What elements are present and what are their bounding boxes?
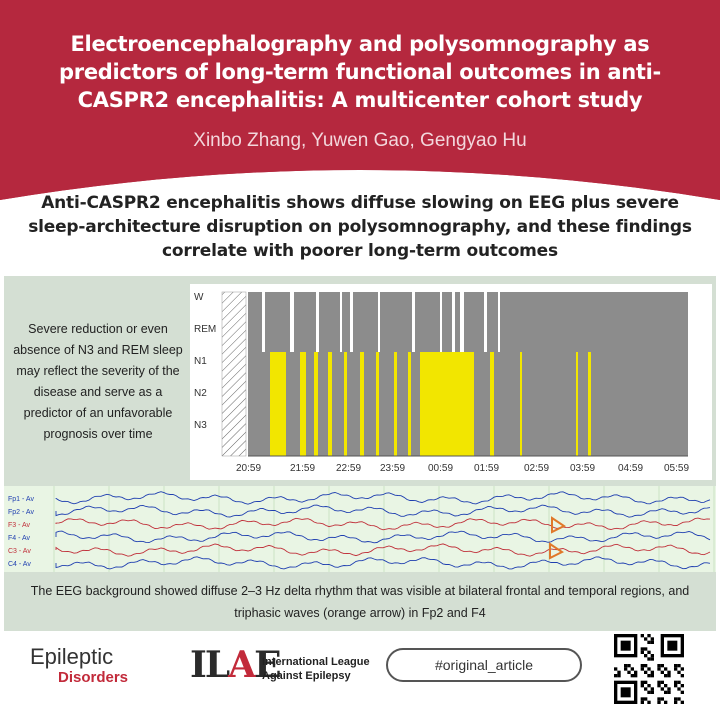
wake-gap xyxy=(316,292,319,352)
time-label: 00:59 xyxy=(428,463,453,474)
time-label: 04:59 xyxy=(618,463,643,474)
article-authors: Xinbo Zhang, Yuwen Gao, Gengyao Hu xyxy=(193,130,527,151)
n1-segment xyxy=(520,352,522,456)
n1-segment xyxy=(376,352,379,456)
time-label: 03:59 xyxy=(570,463,595,474)
wake-gap xyxy=(452,292,455,352)
n1-segment xyxy=(300,352,306,456)
eeg-channel-label: C3 - Av xyxy=(8,548,31,555)
time-label: 23:59 xyxy=(380,463,405,474)
n1-segment xyxy=(344,352,347,456)
eeg-trace xyxy=(55,556,711,570)
time-label: 21:59 xyxy=(290,463,315,474)
stage-label: W xyxy=(194,292,204,303)
n1-segment xyxy=(314,352,318,456)
n1-segment xyxy=(576,352,578,456)
hatched-region xyxy=(221,291,247,457)
wake-gap xyxy=(440,292,442,352)
stage-label: N1 xyxy=(194,356,207,367)
eeg-channel-label: Fp1 - Av xyxy=(8,496,34,503)
hashtag-text: #original_article xyxy=(434,657,534,673)
hypnogram-figure: W REM N1 N2 N3 20:59 21:59 22:59 23:59 00:59 01:5… xyxy=(190,284,712,480)
n1-segment xyxy=(420,352,474,456)
eeg-trace xyxy=(55,517,711,531)
sleep-note: Severe reduction or even absence of N3 a… xyxy=(10,284,186,480)
eeg-caption: The EEG background showed diffuse 2–3 Hz… xyxy=(30,584,690,620)
ilae-line2: Against Epilepsy xyxy=(262,670,351,682)
article-title: Electroencephalography and polysomnograp… xyxy=(59,32,661,112)
n1-segment xyxy=(408,352,411,456)
wake-gap xyxy=(412,292,415,352)
stage-label: N3 xyxy=(194,420,207,431)
key-finding: Anti-CASPR2 encephalitis shows diffuse s… xyxy=(28,193,692,261)
eeg-channel-label: F3 - Av xyxy=(8,522,31,529)
eeg-trace xyxy=(55,543,711,557)
n1-segment xyxy=(270,352,286,456)
eeg-trace xyxy=(55,491,711,505)
eeg-trace xyxy=(55,530,711,544)
wake-gap xyxy=(262,292,265,352)
ilae-logo: ILAE International League Against Epilep… xyxy=(190,643,380,691)
ilae-line1: International League xyxy=(262,656,370,668)
stage-label: REM xyxy=(194,324,216,335)
eeg-channel-label: F4 - Av xyxy=(8,535,31,542)
triphasic-arrow-f4 xyxy=(549,542,564,560)
time-label: 01:59 xyxy=(474,463,499,474)
n1-segment xyxy=(328,352,332,456)
n1-segment xyxy=(588,352,591,456)
wake-gap xyxy=(340,292,342,352)
header-curve xyxy=(0,160,720,220)
time-label: 20:59 xyxy=(236,463,261,474)
eeg-channel-label: C4 - Av xyxy=(8,561,31,568)
n1-segment xyxy=(394,352,397,456)
epileptic-disorders-logo: Epileptic Disorders xyxy=(30,645,128,687)
eeg-trace xyxy=(55,504,711,518)
wake-gap xyxy=(484,292,487,352)
eeg-trace-figure: Fp1 - Av Fp2 - Av F3 - Av F4 - Av C3 - Av C4 … xyxy=(4,486,716,572)
time-label: 05:59 xyxy=(664,463,689,474)
journal-name-bottom: Disorders xyxy=(58,669,129,686)
hashtag-badge[interactable]: #original_article xyxy=(386,648,582,682)
eeg-channel-label: Fp2 - Av xyxy=(8,509,34,516)
triphasic-arrow-fp2 xyxy=(551,516,566,534)
n1-segment xyxy=(360,352,364,456)
time-label: 02:59 xyxy=(524,463,549,474)
n1-segment xyxy=(490,352,494,456)
wake-gap xyxy=(378,292,380,352)
wake-gap xyxy=(350,292,353,352)
time-label: 22:59 xyxy=(336,463,361,474)
ilae-mark-icon: ILAE xyxy=(190,644,282,686)
wake-gap xyxy=(460,292,464,352)
wake-gap xyxy=(498,292,500,352)
stage-label: N2 xyxy=(194,388,207,399)
sleep-note-text: Severe reduction or even absence of N3 a… xyxy=(13,322,183,441)
journal-name-top: Epileptic xyxy=(30,644,114,669)
wake-gap xyxy=(290,292,294,352)
qr-code-icon[interactable] xyxy=(614,634,684,704)
